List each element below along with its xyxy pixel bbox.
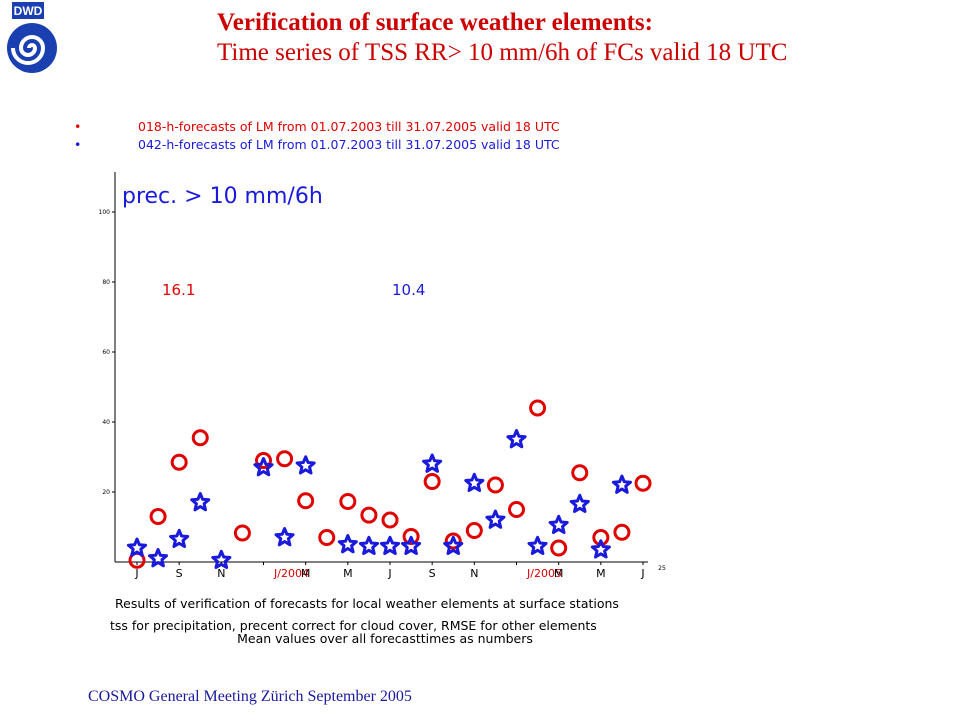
data-point-018h [529, 399, 547, 417]
data-point-018h [508, 501, 525, 518]
data-point-042h [569, 493, 590, 513]
x-tick-label: J/2004 [273, 567, 309, 580]
data-point-018h [444, 532, 462, 550]
x-tick-label: J [640, 567, 644, 580]
data-point-042h [169, 528, 190, 548]
dwd-logo-graphic: DWD [7, 2, 57, 73]
data-point-018h [550, 539, 568, 557]
data-point-018h [613, 523, 631, 541]
data-point-018h [276, 450, 294, 468]
x-tick-label: J/2005 [526, 567, 562, 580]
data-point-018h [255, 452, 272, 469]
data-point-018h [402, 527, 420, 545]
data-point-018h [170, 453, 188, 471]
data-point-042h [527, 535, 548, 555]
data-point-018h [191, 429, 209, 447]
y-tick-label: 60 [102, 349, 110, 356]
x-tick-label: M [596, 567, 606, 580]
x-tick-label: N [217, 567, 225, 580]
data-point-042h [190, 492, 211, 512]
caption-line-1: Results of verification of forecasts for… [115, 596, 619, 611]
legend-text-2: 042-h-forecasts of LM from 01.07.2003 ti… [138, 137, 560, 152]
data-point-042h [506, 429, 527, 449]
y-tick-label: 40 [102, 419, 110, 426]
data-point-042h [422, 453, 443, 473]
data-point-018h [465, 522, 483, 539]
data-point-018h [149, 508, 167, 525]
caption-line-3: Mean values over all forecasttimes as nu… [237, 631, 533, 646]
data-point-018h [339, 492, 357, 510]
data-point-018h [381, 511, 399, 529]
data-point-042h [464, 472, 485, 492]
data-point-042h [337, 534, 358, 554]
legend-marker-2: • [74, 137, 81, 152]
x-tick-label: S [176, 567, 183, 580]
y-tick-label: 100 [99, 209, 111, 216]
data-point-018h [486, 476, 504, 494]
data-point-042h [401, 535, 422, 555]
x-tick-label: J [134, 567, 138, 580]
dwd-logo-box [12, 2, 44, 19]
x-tick-label: M [554, 567, 564, 580]
dwd-logo-text: DWD [14, 4, 43, 18]
swirl-icon [11, 35, 46, 65]
data-point-018h [318, 529, 336, 546]
x-tick-label-end: 25 [658, 565, 666, 572]
x-tick-label: J [387, 567, 391, 580]
data-point-018h [360, 506, 378, 524]
data-point-018h [423, 473, 441, 490]
data-point-042h [148, 548, 169, 568]
x-tick-label: S [429, 567, 436, 580]
data-point-042h [379, 535, 401, 555]
y-tick-label: 80 [102, 279, 110, 286]
footer-text: COSMO General Meeting Zürich September 2… [88, 688, 412, 705]
legend-text-1: 018-h-forecasts of LM from 01.07.2003 ti… [138, 119, 560, 134]
x-tick-label: M [343, 567, 353, 580]
legend-marker-1: • [74, 119, 81, 134]
title-block: Verification of surface weather elements… [217, 8, 957, 68]
caption-line-2: tss for precipitation, precent correct f… [110, 618, 597, 633]
data-point-042h [590, 539, 611, 559]
data-point-042h [548, 514, 569, 534]
data-point-042h [253, 457, 274, 477]
y-tick-label: 20 [102, 489, 110, 496]
data-point-018h [297, 492, 315, 510]
data-point-018h [571, 464, 589, 482]
data-point-018h [634, 474, 652, 492]
mean-value-1: 16.1 [162, 281, 195, 299]
x-tick-label: M [301, 567, 311, 580]
data-point-042h [443, 535, 464, 555]
data-point-042h [485, 509, 506, 529]
panel-title: prec. > 10 mm/6h [122, 184, 323, 209]
data-point-042h [274, 527, 295, 547]
dwd-logo: DWD [2, 2, 62, 78]
mean-value-2: 10.4 [392, 281, 425, 299]
data-point-042h [211, 549, 232, 569]
data-point-018h [233, 524, 251, 542]
x-tick-label: N [470, 567, 478, 580]
data-point-042h [611, 474, 632, 494]
page-title: Verification of surface weather elements… [217, 9, 653, 36]
page-subtitle: Time series of TSS RR> 10 mm/6h of FCs v… [217, 39, 788, 66]
data-point-042h [295, 455, 316, 475]
data-point-042h [126, 537, 148, 557]
data-point-042h [358, 535, 379, 555]
